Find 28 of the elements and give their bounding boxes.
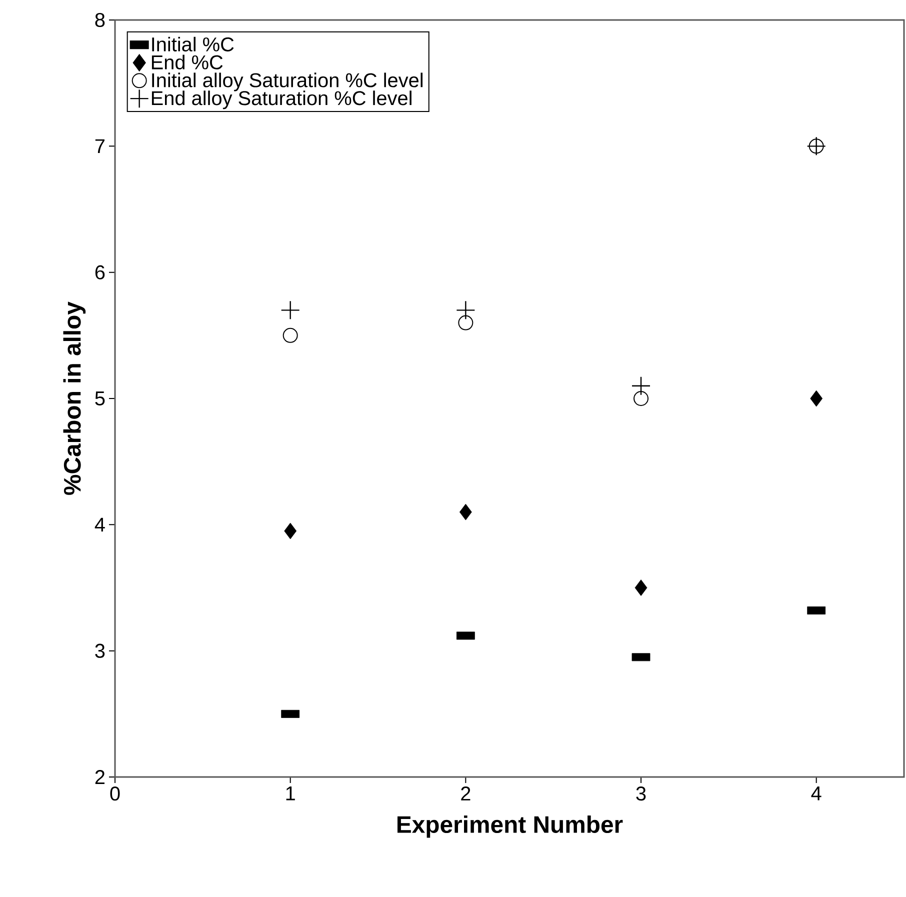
- point: [631, 376, 651, 396]
- x-axis-title: Experiment Number: [397, 815, 623, 838]
- x-tick-label: 4: [811, 786, 822, 800]
- y-tick-label: 8: [95, 12, 105, 28]
- point: [810, 390, 823, 407]
- legend-label: End %C: [152, 54, 223, 70]
- point: [282, 328, 298, 343]
- legend-label: End alloy Saturation %C level: [152, 90, 412, 110]
- x-tick-label: 1: [286, 786, 295, 800]
- x-tick-label: 3: [636, 786, 646, 801]
- legend-label: Initial %C: [152, 36, 234, 52]
- y-tick-label: 5: [95, 392, 105, 406]
- x-tick-label: 2: [461, 786, 470, 800]
- y-tick-label: 2: [95, 770, 104, 784]
- y-tick-label: 3: [95, 644, 105, 658]
- point: [284, 522, 297, 540]
- point: [634, 391, 649, 406]
- y-axis-title: %Carbon in alloy: [63, 302, 86, 495]
- y-tick-label: 7: [95, 139, 104, 154]
- y-tick-label: 6: [95, 265, 105, 280]
- x-tick-label: 0: [110, 786, 120, 801]
- point: [458, 315, 474, 330]
- point: [280, 300, 300, 320]
- legend-label: Initial alloy Saturation %C level: [152, 72, 422, 92]
- y-tick-label: 4: [94, 518, 105, 532]
- point: [459, 504, 472, 520]
- point: [634, 580, 648, 596]
- point: [456, 300, 476, 320]
